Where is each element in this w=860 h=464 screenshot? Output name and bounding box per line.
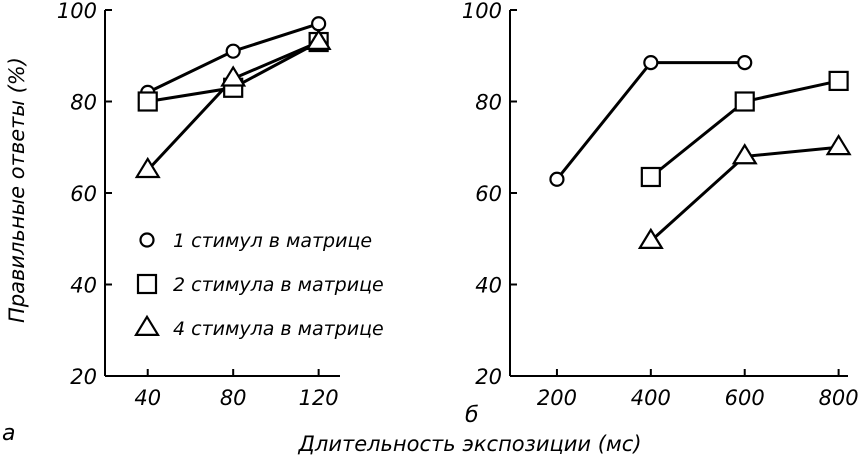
y-tick-label: 80 — [70, 91, 97, 115]
y-axis-title: Правильные ответы (%) — [5, 57, 29, 323]
series-triangle-point — [731, 143, 758, 165]
x-axis-title: Длительность экспозиции (мс) — [297, 432, 641, 456]
legend-triangle-icon — [134, 314, 160, 336]
series-circle-point — [549, 171, 565, 187]
series-square-point — [734, 91, 755, 112]
series-triangle-point — [305, 28, 332, 50]
y-tick-label: 100 — [57, 0, 97, 23]
series-triangle-point — [637, 227, 664, 249]
y-tick-label: 60 — [70, 182, 97, 206]
panel-b-label: б — [465, 403, 479, 428]
legend-circle-icon — [139, 232, 155, 248]
legend-entry-square: 2 стимула в матрице — [173, 274, 384, 296]
series-circle-point — [737, 55, 753, 71]
x-tick-label: 200 — [537, 386, 577, 410]
panel-a-label: а — [2, 421, 15, 446]
series-circle-point — [311, 16, 327, 32]
legend-entry-circle: 1 стимул в матрице — [173, 230, 372, 252]
series-square-point — [828, 70, 849, 92]
panel-a: 20 40 60 80 100 40 80 120 1 стимул в матрице 2 ст… — [57, 0, 384, 410]
series-circle-line — [555, 61, 745, 181]
series-circle-point — [225, 43, 241, 59]
y-tick-label: 80 — [475, 91, 502, 115]
x-tick-label: 400 — [631, 386, 671, 410]
series-triangle-point — [825, 133, 852, 156]
x-tick-label: 40 — [134, 386, 161, 410]
y-tick-label: 100 — [462, 0, 502, 23]
series-triangle-point — [220, 65, 247, 87]
series-triangle-line — [146, 40, 320, 172]
legend-square-icon — [136, 273, 158, 295]
x-tick-label: 600 — [725, 386, 765, 410]
y-tick-label: 20 — [475, 365, 502, 389]
x-tick-label: 800 — [819, 386, 859, 410]
x-tick-label: 120 — [299, 386, 339, 410]
legend-entry-triangle: 4 стимула в матрице — [173, 318, 384, 340]
series-circle-point — [643, 55, 659, 71]
y-tick-label: 40 — [475, 274, 502, 298]
series-square-point — [640, 166, 661, 188]
y-tick-label: 60 — [475, 182, 502, 206]
series-triangle-point — [134, 156, 161, 179]
panel-b: 20 40 60 80 100 200 400 600 800 — [462, 0, 859, 410]
y-tick-label: 20 — [70, 365, 97, 389]
y-tick-label: 40 — [70, 274, 97, 298]
series-square-point — [137, 91, 158, 112]
x-tick-label: 80 — [220, 386, 247, 410]
